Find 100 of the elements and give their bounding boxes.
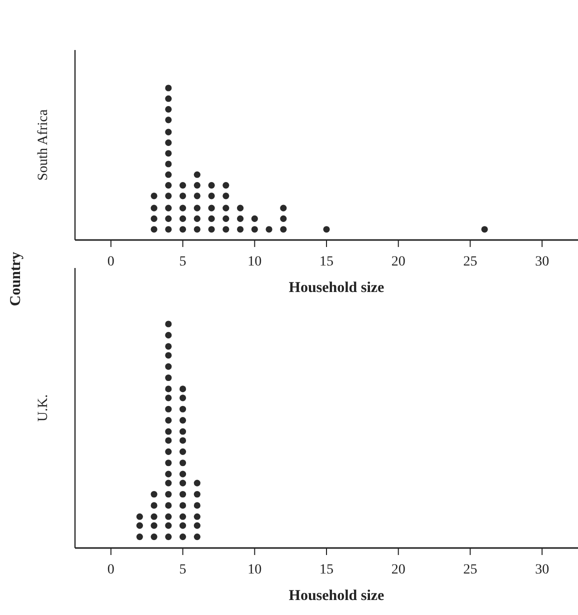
point bbox=[165, 534, 172, 540]
point bbox=[222, 182, 230, 189]
point bbox=[165, 374, 172, 382]
point bbox=[150, 513, 158, 520]
point bbox=[208, 192, 215, 200]
point bbox=[165, 106, 172, 113]
point bbox=[179, 192, 186, 200]
x-tick-label: 15 bbox=[320, 562, 334, 578]
point bbox=[179, 417, 186, 424]
point bbox=[165, 139, 172, 146]
point bbox=[194, 513, 200, 520]
point bbox=[179, 204, 186, 212]
point bbox=[194, 480, 200, 486]
point bbox=[236, 226, 244, 233]
point bbox=[165, 128, 172, 136]
point bbox=[179, 470, 186, 478]
point bbox=[194, 522, 200, 529]
point bbox=[179, 428, 186, 435]
point bbox=[165, 490, 172, 498]
x-tick-label: 0 bbox=[107, 562, 114, 578]
point bbox=[194, 182, 200, 189]
point bbox=[150, 215, 158, 222]
point bbox=[165, 470, 172, 478]
point bbox=[179, 513, 186, 520]
point bbox=[165, 320, 172, 328]
point bbox=[165, 394, 172, 402]
point bbox=[194, 171, 200, 178]
point bbox=[222, 204, 230, 212]
point bbox=[179, 534, 186, 540]
point bbox=[266, 226, 272, 233]
point bbox=[136, 522, 143, 529]
point bbox=[165, 386, 172, 392]
point bbox=[179, 460, 186, 466]
point bbox=[165, 160, 172, 168]
point bbox=[165, 522, 172, 529]
point bbox=[165, 448, 172, 455]
point bbox=[179, 437, 186, 444]
point bbox=[150, 534, 158, 540]
point bbox=[150, 522, 158, 529]
y-axis-title: South Africa bbox=[36, 108, 51, 181]
point bbox=[280, 215, 287, 222]
x-tick-label: 25 bbox=[463, 562, 478, 578]
x-tick-label: 5 bbox=[179, 562, 186, 578]
point bbox=[179, 480, 186, 486]
point bbox=[179, 490, 186, 498]
point bbox=[165, 513, 172, 520]
x-tick-label: 10 bbox=[248, 254, 262, 270]
point bbox=[165, 363, 172, 370]
y-axis-title: U.K. bbox=[36, 394, 51, 422]
point bbox=[165, 150, 172, 157]
point bbox=[236, 215, 244, 222]
x-axis-title: Household size bbox=[288, 588, 385, 604]
point bbox=[165, 417, 172, 424]
point bbox=[179, 182, 186, 189]
x-tick-label: 20 bbox=[391, 254, 406, 270]
point bbox=[165, 192, 172, 200]
x-axis-title: Household size bbox=[288, 280, 385, 296]
point bbox=[236, 204, 244, 212]
point bbox=[179, 502, 186, 509]
point bbox=[280, 204, 287, 212]
point bbox=[179, 448, 186, 455]
point bbox=[165, 480, 172, 486]
point bbox=[150, 226, 158, 233]
point bbox=[150, 204, 158, 212]
point bbox=[150, 490, 158, 498]
point bbox=[165, 332, 172, 338]
point bbox=[165, 182, 172, 189]
point bbox=[165, 428, 172, 435]
point bbox=[251, 226, 258, 233]
point bbox=[280, 226, 287, 233]
point bbox=[194, 204, 200, 212]
point bbox=[194, 534, 200, 540]
text: Country bbox=[8, 251, 24, 306]
point bbox=[208, 204, 215, 212]
point bbox=[222, 226, 230, 233]
point bbox=[136, 513, 143, 520]
point bbox=[179, 226, 186, 233]
x-tick-label: 30 bbox=[535, 254, 550, 270]
point bbox=[208, 215, 215, 222]
x-tick-label: 20 bbox=[391, 562, 406, 578]
point bbox=[165, 352, 172, 359]
point bbox=[222, 192, 230, 200]
x-tick-label: 5 bbox=[179, 254, 186, 270]
point bbox=[165, 502, 172, 509]
x-tick-label: 0 bbox=[107, 254, 114, 270]
point bbox=[222, 215, 230, 222]
x-tick-label: 25 bbox=[463, 254, 478, 270]
point bbox=[179, 406, 186, 412]
point bbox=[165, 406, 172, 412]
point bbox=[323, 226, 330, 233]
point bbox=[251, 215, 258, 222]
point bbox=[179, 386, 186, 392]
point bbox=[165, 116, 172, 124]
point bbox=[150, 192, 158, 200]
point bbox=[179, 522, 186, 529]
point bbox=[179, 394, 186, 402]
point bbox=[194, 502, 200, 509]
point bbox=[194, 215, 200, 222]
point bbox=[208, 226, 215, 233]
point bbox=[165, 343, 172, 350]
